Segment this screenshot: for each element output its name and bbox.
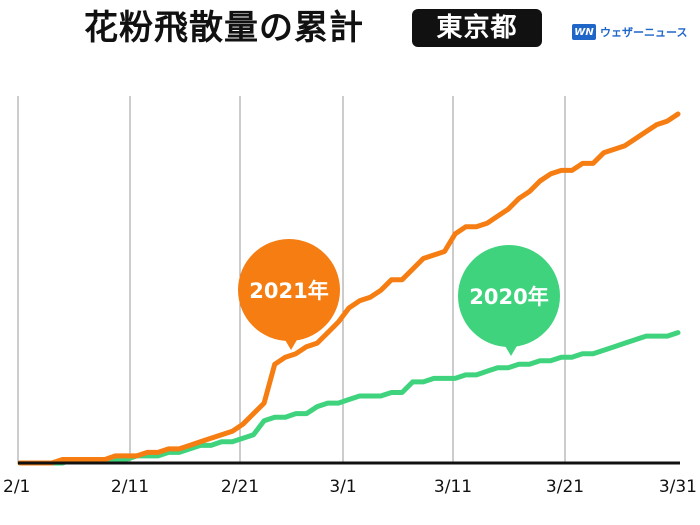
x-ticks: 2/1 2/11 2/21 3/1 3/11 3/21 3/31 bbox=[3, 477, 697, 497]
x-tick-label: 3/1 bbox=[329, 477, 356, 497]
x-tick-label: 3/31 bbox=[659, 477, 697, 497]
bubble-2020-circle bbox=[458, 245, 560, 347]
brand-logo-icon: WN bbox=[572, 24, 596, 40]
grid bbox=[17, 96, 566, 463]
x-tick-label: 2/11 bbox=[111, 477, 149, 497]
bubble-2020-pointer bbox=[501, 339, 521, 356]
bubble-2021: 2021年 bbox=[238, 239, 340, 350]
x-tick-label: 3/11 bbox=[434, 477, 472, 497]
chart-title: 花粉飛散量の累計 bbox=[84, 8, 364, 48]
x-tick-label: 3/21 bbox=[546, 477, 584, 497]
x-tick-label: 2/21 bbox=[221, 477, 259, 497]
series-line-2021年 bbox=[17, 111, 681, 466]
bubble-2020: 2020年 bbox=[458, 245, 560, 356]
bubble-2021-label: 2021年 bbox=[249, 279, 328, 303]
bubble-2021-circle bbox=[238, 239, 340, 341]
bubble-2020-label: 2020年 bbox=[469, 285, 548, 309]
brand: WN ウェザーニュース bbox=[572, 22, 687, 42]
x-tick-label: 2/1 bbox=[3, 477, 30, 497]
bubble-2021-pointer bbox=[281, 333, 301, 350]
series-line-2020年 bbox=[17, 330, 681, 466]
series-lines bbox=[17, 111, 681, 466]
brand-name: ウェザーニュース bbox=[600, 26, 688, 39]
region-badge: 東京都 bbox=[412, 9, 542, 47]
